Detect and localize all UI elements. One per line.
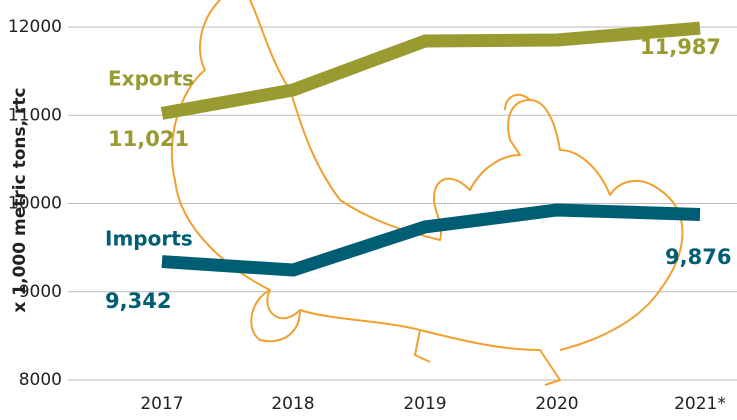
chart: x 1,000 metric tons, rtc 800090001000011… xyxy=(0,0,737,416)
value-label: 9,342 xyxy=(105,289,171,313)
x-tick-label: 2021* xyxy=(674,394,726,414)
series-line xyxy=(162,210,700,270)
y-tick-label: 10000 xyxy=(8,194,62,214)
x-tick-label: 2019 xyxy=(403,394,446,414)
turkey-illustration xyxy=(172,0,683,385)
value-label: 11,021 xyxy=(108,127,189,151)
value-label: 11,987 xyxy=(640,35,721,59)
x-tick-label: 2020 xyxy=(535,394,578,414)
y-tick-label: 8000 xyxy=(19,370,62,390)
series-line xyxy=(162,28,700,113)
x-tick-label: 2018 xyxy=(271,394,314,414)
value-label: 9,876 xyxy=(665,245,731,269)
y-tick-label: 12000 xyxy=(8,17,62,37)
y-tick-label: 9000 xyxy=(19,282,62,302)
series-name: Imports xyxy=(105,227,193,251)
y-tick-label: 11000 xyxy=(8,105,62,125)
series-name: Exports xyxy=(108,67,194,91)
x-tick-label: 2017 xyxy=(140,394,183,414)
page: {"chart_data": {"type": "line", "y_label… xyxy=(0,0,737,416)
